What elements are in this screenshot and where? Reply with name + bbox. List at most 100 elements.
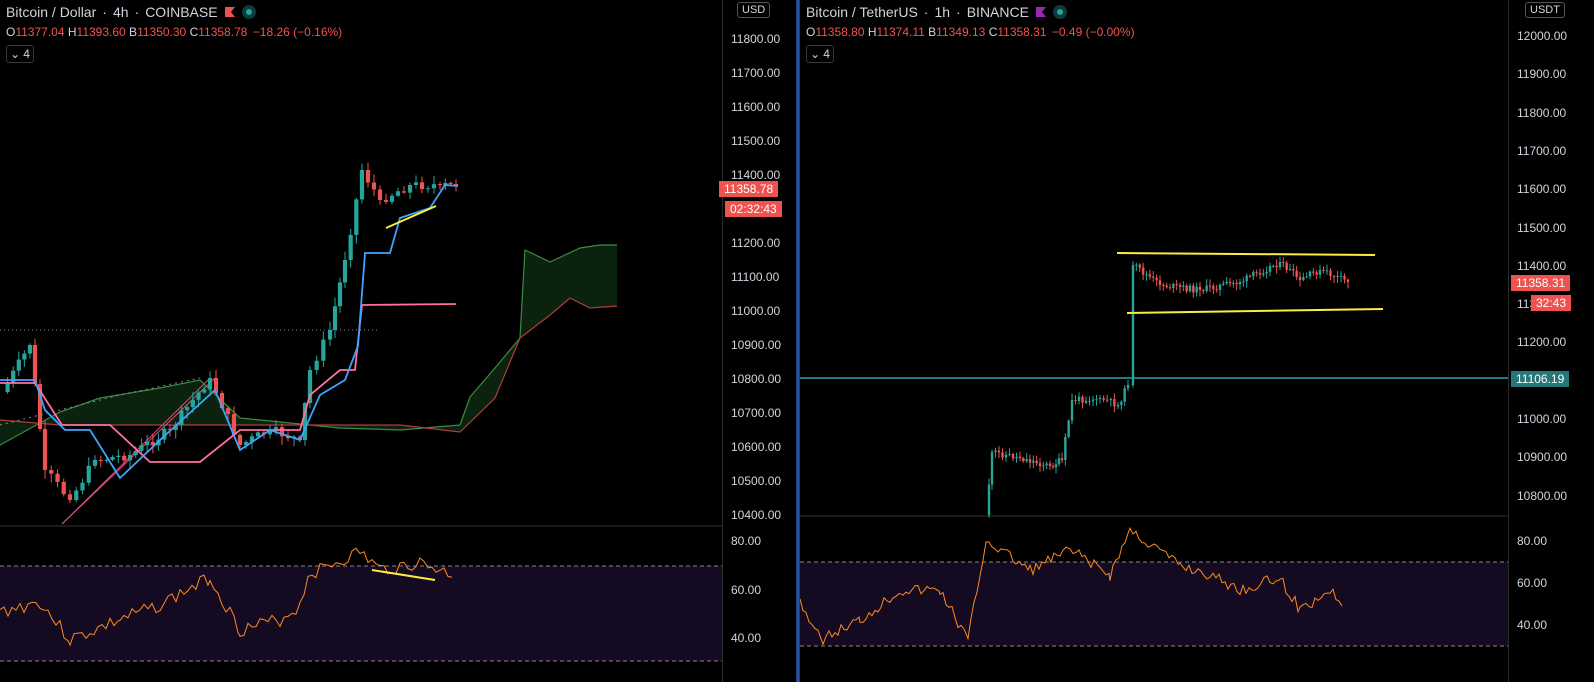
- right-candle: [1178, 284, 1182, 287]
- left-indicators-toggle[interactable]: ⌄ 4: [6, 45, 34, 63]
- left-candle: [413, 182, 419, 185]
- right-candle: [1318, 270, 1322, 275]
- left-candle: [425, 188, 431, 190]
- left-candle: [16, 359, 21, 371]
- right-candle: [1202, 290, 1205, 292]
- right-candle: [1308, 271, 1312, 277]
- right-ohlc-legend: O11358.80 H11374.11 B11349.13 C11358.31 …: [806, 25, 1135, 39]
- right-candle: [1198, 286, 1202, 290]
- left-candle: [407, 185, 413, 193]
- right-chart-pane[interactable]: Bitcoin / TetherUS · 1h · BINANCE O11358…: [800, 0, 1594, 682]
- right-indicators-toggle[interactable]: ⌄ 4: [806, 45, 834, 63]
- right-candle: [1258, 272, 1262, 275]
- left-price-tick: 10800.00: [731, 372, 782, 386]
- left-chart-canvas[interactable]: [0, 0, 796, 682]
- right-candle: [1138, 264, 1141, 268]
- left-countdown-label: 02:32:43: [725, 201, 782, 217]
- right-candle: [1054, 464, 1058, 468]
- left-candle: [273, 427, 279, 430]
- right-price-tick: 11500.00: [1517, 220, 1567, 235]
- left-tenkan-line: [0, 184, 459, 480]
- left-rsi-tick: 40.00: [731, 631, 762, 645]
- left-candle: [104, 459, 109, 461]
- left-candle: [162, 428, 167, 440]
- left-candle: [448, 182, 453, 184]
- right-candle: [1222, 283, 1225, 285]
- left-symbol-title[interactable]: Bitcoin / Dollar: [6, 4, 97, 20]
- right-candle: [1057, 458, 1061, 465]
- left-candle: [267, 430, 273, 435]
- left-candle: [383, 200, 389, 202]
- right-price-axis[interactable]: USDT 12000.00 11900.00 11800.00 11700.00 116…: [1508, 0, 1594, 682]
- right-candle: [1045, 463, 1048, 466]
- left-candle: [32, 345, 38, 385]
- right-candle: [994, 450, 997, 452]
- left-candle: [61, 481, 66, 495]
- right-candle: [1288, 269, 1292, 271]
- left-candle: [285, 436, 291, 439]
- right-candle: [1004, 454, 1008, 458]
- pane-divider[interactable]: [796, 0, 800, 682]
- right-chart-canvas[interactable]: [800, 0, 1594, 682]
- right-price-tick: 11800.00: [1517, 105, 1567, 120]
- right-candle: [1084, 400, 1088, 403]
- right-candle: [1285, 262, 1288, 270]
- left-candle: [231, 414, 237, 435]
- right-symbol-title[interactable]: Bitcoin / TetherUS: [806, 4, 918, 20]
- right-candle: [1060, 458, 1064, 460]
- right-candle: [1028, 459, 1032, 463]
- right-exchange: BINANCE: [966, 4, 1029, 20]
- right-candle: [1242, 281, 1245, 283]
- left-candle: [127, 455, 133, 461]
- left-price-tick: 11100.00: [731, 270, 780, 284]
- right-candle: [1168, 287, 1172, 289]
- left-unit-label[interactable]: USD: [737, 2, 771, 18]
- right-candle: [1218, 284, 1222, 290]
- right-candle: [1238, 282, 1242, 285]
- left-candle: [80, 482, 85, 491]
- left-chart-header: Bitcoin / Dollar · 4h · COINBASE: [6, 4, 256, 20]
- right-candle: [1295, 270, 1298, 278]
- right-candle: [1120, 401, 1123, 405]
- right-price-tick: 10800.00: [1517, 488, 1568, 503]
- right-candle: [1131, 265, 1135, 385]
- left-candle: [55, 473, 60, 482]
- right-hline-price-label: 11106.19: [1511, 371, 1570, 387]
- left-candle: [133, 450, 138, 455]
- left-chart-pane[interactable]: Bitcoin / Dollar · 4h · COINBASE O11377.…: [0, 0, 796, 682]
- right-candle: [1195, 286, 1198, 293]
- left-price-tick: 10900.00: [731, 338, 782, 352]
- chevron-down-icon: ⌄: [10, 47, 21, 61]
- right-unit-label[interactable]: USDT: [1525, 2, 1565, 18]
- left-candle: [139, 445, 144, 451]
- left-candle: [213, 378, 219, 394]
- left-candle: [365, 170, 371, 183]
- left-candle: [92, 460, 98, 466]
- left-candle: [419, 182, 425, 190]
- flag-icon[interactable]: [224, 6, 236, 18]
- right-candle: [1292, 269, 1295, 271]
- left-price-tick: 11700.00: [731, 66, 781, 80]
- left-candle: [207, 378, 213, 390]
- left-candle: [219, 393, 225, 409]
- right-candle: [1048, 463, 1052, 466]
- right-candle: [1192, 285, 1195, 293]
- left-candle: [202, 389, 207, 393]
- left-price-tick: 10500.00: [731, 474, 782, 488]
- left-candle: [327, 330, 333, 340]
- left-candle: [122, 455, 127, 461]
- right-candle: [1035, 460, 1038, 464]
- left-candle: [237, 434, 243, 445]
- right-candle: [1315, 272, 1318, 275]
- right-candle: [1123, 388, 1126, 402]
- right-channel-top-line: [1116, 252, 1376, 256]
- right-rsi-tick: 60.00: [1517, 576, 1548, 590]
- left-interval[interactable]: 4h: [112, 4, 129, 20]
- right-price-tick: 11600.00: [1517, 182, 1567, 197]
- left-candle: [401, 191, 407, 193]
- right-current-price-label: 11358.31: [1511, 275, 1571, 291]
- flag-icon[interactable]: [1035, 6, 1047, 18]
- right-candle: [1215, 289, 1218, 291]
- left-price-axis[interactable]: USD 11800.00 11700.00 11600.00 11500.00 1140…: [719, 0, 796, 682]
- right-interval[interactable]: 1h: [934, 4, 951, 20]
